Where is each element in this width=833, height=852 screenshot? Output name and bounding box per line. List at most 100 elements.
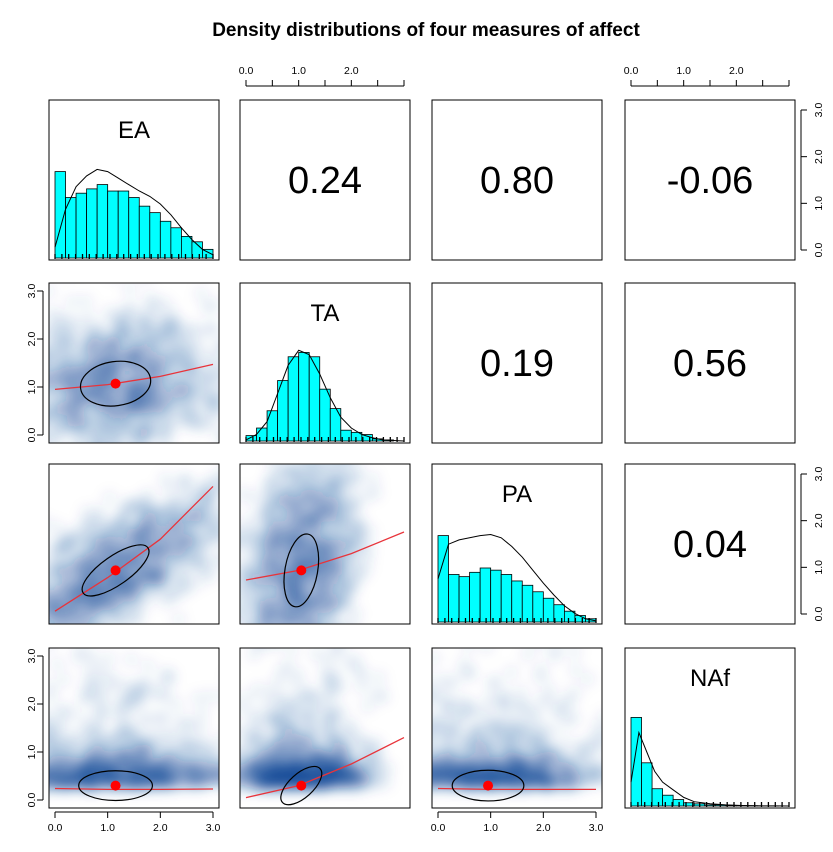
density-blob <box>49 390 60 405</box>
density-blob <box>55 717 70 732</box>
density-blob <box>220 343 234 357</box>
density-blob <box>186 378 201 393</box>
smooth-scatter <box>0 648 234 802</box>
mean-point <box>296 565 307 576</box>
density-blob <box>88 446 102 460</box>
density-blob <box>225 753 239 767</box>
density-blob <box>150 726 165 741</box>
density-blob <box>336 467 351 482</box>
density-blob <box>102 490 117 505</box>
density-blob <box>375 628 389 642</box>
density-blob <box>26 775 40 789</box>
density-blob <box>148 570 163 584</box>
density-blob <box>19 768 33 782</box>
density-blob <box>19 613 33 627</box>
hist-panel-NAf: NAf <box>624 647 796 809</box>
density-blob <box>169 351 184 365</box>
density-blob <box>10 766 24 780</box>
density-blob <box>322 725 337 740</box>
density-blob <box>161 414 176 429</box>
density-blob <box>331 745 346 760</box>
density-blob <box>156 450 170 464</box>
density-blob <box>19 554 33 568</box>
density-blob <box>113 324 128 339</box>
density-blob <box>51 468 65 482</box>
density-blob <box>144 757 159 772</box>
density-blob <box>224 484 238 498</box>
density-blob <box>15 579 29 593</box>
density-blob <box>63 407 78 422</box>
density-blob <box>74 455 88 469</box>
density-blob <box>67 425 81 440</box>
density-blob <box>59 476 73 490</box>
density-blob <box>414 772 428 786</box>
density-blob <box>234 675 248 689</box>
density-blob <box>117 723 132 738</box>
density-blob <box>11 770 25 784</box>
density-blob <box>289 496 304 511</box>
density-blob <box>195 343 210 358</box>
density-blob <box>362 525 377 540</box>
corr-value: 0.56 <box>673 343 747 385</box>
density-blob <box>389 647 403 661</box>
density-blob <box>252 635 266 649</box>
density-blob <box>132 505 146 520</box>
density-blob <box>317 571 332 586</box>
density-blob <box>284 699 299 714</box>
density-blob <box>49 345 58 359</box>
density-blob <box>240 738 255 753</box>
density-blob <box>281 635 295 649</box>
density-blob <box>3 763 17 777</box>
density-blob <box>52 629 66 643</box>
density-blob <box>302 722 317 737</box>
density-blob <box>83 468 97 482</box>
density-blob <box>5 777 19 791</box>
loess-fit-line <box>54 787 214 791</box>
density-blob <box>95 390 110 405</box>
density-blob <box>416 775 430 789</box>
density-blob <box>219 362 233 376</box>
density-blob <box>123 652 138 667</box>
density-blob <box>221 366 235 380</box>
density-blob <box>178 535 193 550</box>
density-blob <box>259 735 274 750</box>
density-blob <box>28 772 42 786</box>
density-blob <box>322 687 337 702</box>
density-blob <box>13 327 27 341</box>
density-blob <box>568 663 583 678</box>
density-blob <box>266 464 281 470</box>
density-blob <box>209 365 219 380</box>
density-blob <box>219 447 233 461</box>
density-blob <box>226 385 240 399</box>
density-blob <box>146 362 161 377</box>
density-blob <box>49 573 52 584</box>
density-blob <box>49 431 62 443</box>
density-blob <box>42 628 56 642</box>
panel-frame <box>431 463 603 625</box>
density-blob <box>313 599 328 614</box>
density-blob <box>407 766 421 780</box>
density-blob <box>211 531 219 546</box>
density-blob <box>0 331 8 345</box>
density-blob <box>607 754 621 768</box>
density-blob <box>415 731 429 745</box>
density-blob <box>202 740 217 755</box>
density-blob <box>89 451 103 465</box>
density-blob <box>118 640 132 654</box>
hist-bar <box>96 184 109 259</box>
density-blob <box>30 761 44 775</box>
density-blob <box>220 764 234 778</box>
density-blob <box>88 765 103 780</box>
density-blob <box>25 761 39 775</box>
mean-point <box>110 378 121 389</box>
hist-bar <box>202 248 214 259</box>
density-blob <box>84 369 99 384</box>
density-blob <box>61 633 75 647</box>
density-blob <box>0 779 14 793</box>
density-blob <box>50 520 65 535</box>
density-blob <box>520 648 535 662</box>
density-blob <box>97 449 111 463</box>
density-curve <box>437 533 597 622</box>
density-blob <box>297 632 311 646</box>
